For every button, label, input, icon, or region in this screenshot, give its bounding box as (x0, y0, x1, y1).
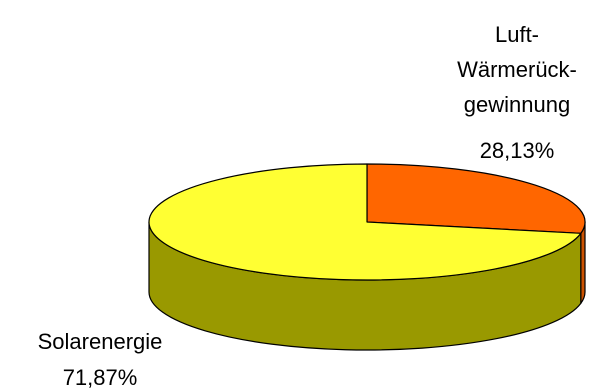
slice-value-luft: 28,13% (480, 138, 555, 163)
slice-value-solar: 71,87% (63, 365, 138, 389)
pie-top (148, 163, 586, 281)
pie-slice-solarenergie (148, 163, 582, 281)
slice-label-luft-line-1: Luft- (495, 22, 539, 47)
pie-slice-luft (366, 163, 586, 234)
slice-label-luft-line-3: gewinnung (464, 92, 570, 117)
slice-label-luft-line-2: Wärmerück- (457, 57, 577, 82)
pie-side-luft (580, 221, 586, 304)
slice-label-solar: Solarenergie (38, 329, 163, 354)
